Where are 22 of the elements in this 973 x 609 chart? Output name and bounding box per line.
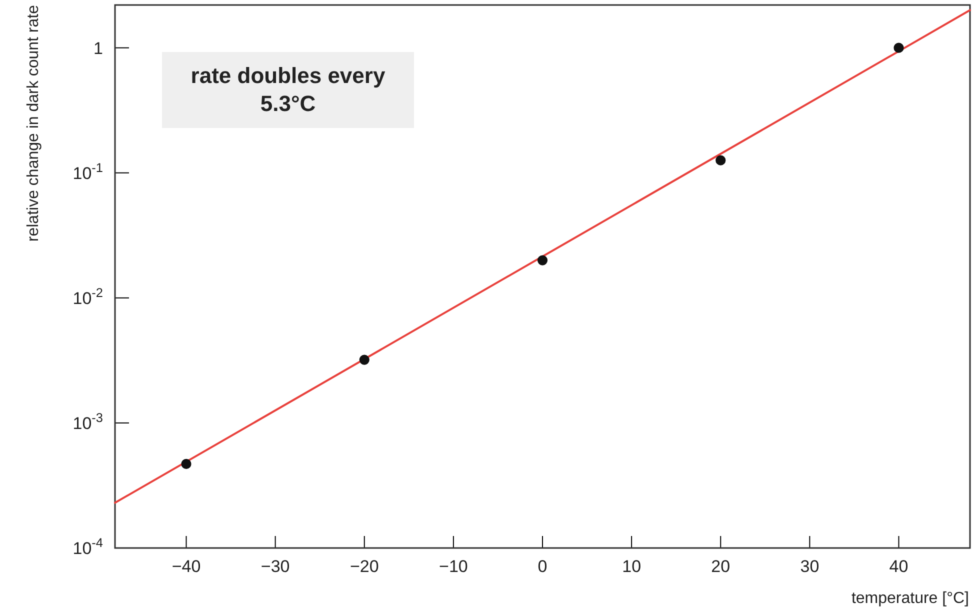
x-tick-label: −20 <box>350 557 379 576</box>
annotation: rate doubles every 5.3°C <box>162 52 414 128</box>
point <box>359 354 370 365</box>
x-tick-label: 40 <box>889 557 908 576</box>
x-tick-label: 30 <box>800 557 820 576</box>
x-tick-label: 20 <box>711 557 730 576</box>
y-tick-label: 1 <box>94 38 103 58</box>
y-tick-label: 10$^{-1}$ <box>72 159 103 183</box>
y-tick-label: 10$^{-3}$ <box>72 409 103 433</box>
x-tick-label: −10 <box>439 557 468 576</box>
y-axis-title: relative change in dark count rate <box>25 4 42 242</box>
point <box>716 155 726 166</box>
point <box>894 42 904 53</box>
point <box>181 458 192 469</box>
y-tick-label: 10$^{-2}$ <box>72 284 103 308</box>
x-tick-label: −40 <box>172 557 201 576</box>
x-tick-label: 0 <box>538 557 548 576</box>
point <box>537 255 548 266</box>
x-tick-label: 10 <box>622 557 642 576</box>
x-tick-label: −30 <box>260 557 290 576</box>
y-tick-label: 10$^{-4}$ <box>72 534 103 558</box>
x-axis-title: temperature [°C] <box>851 590 969 607</box>
